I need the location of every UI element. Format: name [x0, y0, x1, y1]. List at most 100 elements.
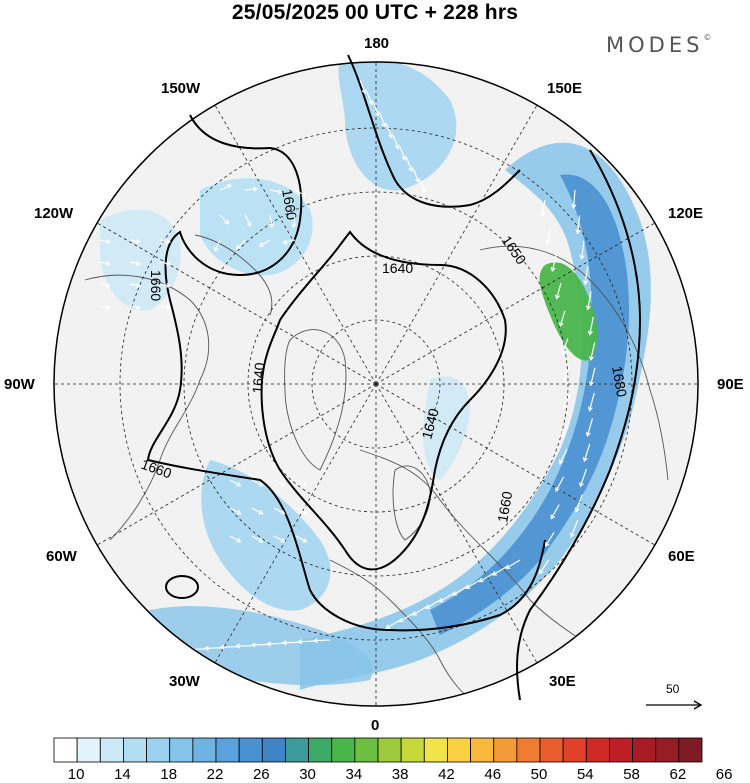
colorbar-swatch: [585, 737, 610, 763]
jet-core-asia: [430, 174, 630, 635]
wind-arrow: [229, 507, 242, 515]
colorbar-tick-label: 66: [715, 766, 733, 783]
wind-arrow: [465, 579, 481, 589]
wind-arrow: [268, 214, 275, 228]
colorbar-tick-label: 62: [669, 766, 687, 783]
wind-arrow: [99, 260, 111, 266]
colorbar-swatch: [678, 737, 703, 763]
wind-arrow: [219, 214, 230, 225]
wind-arrow: [411, 606, 427, 616]
wind-arrow: [558, 310, 566, 328]
wind-arrow: [385, 619, 401, 629]
wind-arrow: [291, 214, 297, 229]
wind-arrow: [251, 507, 264, 515]
jet-max-asia: [539, 262, 598, 361]
wind-arrow: [478, 572, 494, 583]
colorbar-swatch: [447, 737, 471, 763]
colorbar-swatch: [539, 737, 564, 763]
colorbar-swatch: [331, 737, 356, 763]
wind-arrow: [273, 507, 286, 515]
wind-arrow: [540, 199, 546, 217]
colorbar-swatch: [76, 737, 101, 763]
wind-arrow: [99, 282, 111, 288]
jet-north-america: [100, 209, 181, 311]
colorbar-swatch: [354, 737, 379, 763]
wind-arrow: [574, 494, 583, 513]
lon-label-150e: 150E: [547, 80, 583, 97]
graticule: [54, 62, 698, 706]
colorbar-tick-label: 38: [391, 766, 409, 783]
colorbar-tick-label: 18: [160, 766, 178, 783]
lon-label-120w: 120W: [34, 205, 74, 222]
chart-title: 25/05/2025 00 UTC + 228 hrs: [231, 1, 519, 24]
wind-arrow: [587, 316, 594, 336]
jet-arctic: [423, 376, 470, 480]
colorbar-swatch: [99, 737, 124, 763]
wind-arrow: [582, 443, 591, 463]
wind-arrow: [273, 479, 286, 487]
colorbar-tick-label: 46: [484, 766, 502, 783]
lon-label-60e: 60E: [668, 548, 695, 565]
lon-label-90w: 90W: [4, 376, 35, 393]
contour-label: 1640: [382, 260, 413, 276]
lon-label-150w: 150W: [161, 80, 201, 97]
wind-arrow: [425, 599, 441, 609]
colorbar-swatch: [215, 737, 240, 763]
jet-atlantic: [201, 460, 331, 611]
latitude-circle: [119, 127, 633, 641]
wind-arrow: [583, 266, 589, 286]
lon-label-120e: 120E: [668, 205, 704, 222]
reference-vector: [646, 700, 703, 710]
wind-arrow: [545, 531, 555, 547]
colorbar: [53, 737, 703, 763]
wind-arrow: [294, 189, 307, 197]
wind-arrow: [213, 239, 221, 252]
wind-arrow: [99, 238, 111, 244]
wind-arrow: [159, 238, 171, 244]
wind-arrow: [236, 239, 246, 250]
colorbar-swatch: [632, 737, 657, 763]
wind-arrow: [273, 535, 286, 543]
contour-1640: [260, 230, 507, 571]
colorbar-swatch: [192, 737, 217, 763]
wind-arrow: [585, 291, 592, 311]
wind-arrow: [562, 393, 571, 410]
wind-arrow: [438, 592, 454, 603]
colorbar-swatch: [169, 737, 194, 763]
colorbar-swatch: [516, 737, 541, 763]
colorbar-swatch: [655, 737, 680, 763]
wind-arrow: [579, 469, 587, 488]
wind-arrow: [172, 647, 191, 654]
colorbar-swatch: [238, 737, 263, 763]
wind-arrow: [406, 157, 414, 172]
colorbar-tick-label: 10: [67, 766, 85, 783]
vector-scale-label: 50: [666, 682, 680, 696]
wind-arrow: [295, 535, 308, 543]
colorbar-swatch: [400, 737, 425, 763]
wind-arrow: [359, 79, 367, 95]
wind-arrow: [295, 507, 308, 515]
wind-arrow: [251, 479, 264, 487]
wind-arrow: [579, 240, 585, 260]
wind-arrow: [569, 519, 579, 538]
wind-arrow: [295, 479, 308, 487]
contour-1660-pacific: [347, 54, 521, 208]
contour-label: 1680: [609, 365, 630, 399]
colorbar-swatch: [493, 737, 518, 763]
wind-arrow: [159, 282, 171, 288]
wind-arrow: [269, 189, 283, 195]
colorbar-tick-label: 30: [299, 766, 316, 783]
colorbar-swatch: [470, 737, 495, 763]
wind-arrow: [244, 214, 252, 227]
wind-arrow: [366, 90, 374, 106]
wind-arrow: [588, 367, 596, 387]
coast-north-america: [84, 274, 210, 541]
coast-alaska: [194, 234, 273, 316]
colorbar-swatch: [423, 737, 448, 763]
wind-arrow: [550, 504, 560, 520]
wind-arrow: [398, 612, 414, 623]
wind-arrow: [99, 304, 111, 310]
wind-arrow: [244, 186, 259, 192]
lon-label-60w: 60W: [46, 548, 77, 565]
colorbar-tick-label: 42: [438, 766, 455, 783]
